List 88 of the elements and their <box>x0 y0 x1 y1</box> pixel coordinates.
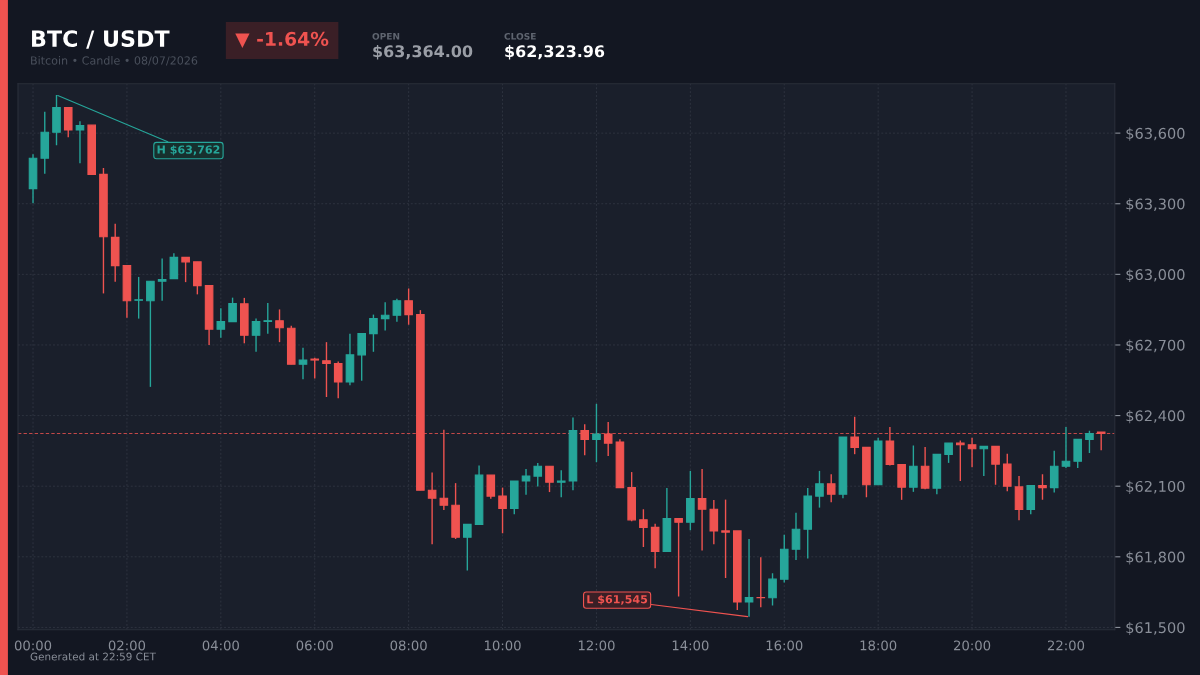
candlestick <box>263 302 273 335</box>
text: OPEN <box>372 32 400 40</box>
candlestick <box>721 498 730 579</box>
candlestick <box>1049 449 1059 494</box>
candlestick <box>228 296 237 323</box>
candlestick <box>556 469 566 498</box>
x-tick-label: 02:00 <box>108 640 146 651</box>
candlestick <box>463 523 472 572</box>
candlestick <box>592 403 601 463</box>
candlestick <box>521 468 531 496</box>
x-tick-label: 00:00 <box>14 640 52 651</box>
candlestick <box>380 301 390 332</box>
candlestick <box>216 307 226 339</box>
x-tick-label: 14:00 <box>672 640 709 651</box>
candlestick <box>709 499 719 546</box>
candlestick <box>697 468 707 552</box>
candlestick <box>650 523 660 570</box>
text: $63,364.00 <box>373 44 473 60</box>
candlestick <box>897 463 906 501</box>
candlestick <box>956 439 965 482</box>
candlestick <box>545 465 554 493</box>
candlestick <box>768 572 777 607</box>
candlestick <box>404 287 413 326</box>
candlestick <box>686 470 695 531</box>
x-tick-label: 16:00 <box>766 640 803 651</box>
candlestick <box>674 517 683 598</box>
candlestick <box>1014 475 1024 522</box>
candlestick <box>298 347 308 381</box>
candlestick <box>181 256 190 283</box>
candlestick <box>157 257 167 302</box>
candlestick <box>639 508 648 548</box>
x-tick-label: 06:00 <box>296 640 333 651</box>
candlestick <box>944 442 953 464</box>
x-tick-label: 20:00 <box>954 640 991 651</box>
candlestick <box>533 462 543 488</box>
candlestick <box>909 444 918 493</box>
candlestick <box>1073 438 1083 469</box>
x-tick-label: 08:00 <box>390 640 427 651</box>
candlestick <box>815 470 824 509</box>
y-tick-label: $63,600 <box>1126 127 1185 141</box>
candlestick <box>193 261 202 296</box>
candlestick <box>1085 429 1094 454</box>
candlestick <box>826 473 836 503</box>
y-tick-label: $61,500 <box>1126 621 1185 636</box>
candlestick <box>979 445 989 477</box>
candlestick <box>427 471 437 546</box>
candlestick <box>134 276 143 320</box>
text: CLOSE <box>504 32 536 40</box>
text: Generated at 22:59 CET <box>30 652 156 661</box>
y-tick-label: $62,700 <box>1126 339 1185 353</box>
y-tick-label: $62,400 <box>1126 410 1185 424</box>
y-tick-label: $61,800 <box>1126 551 1185 565</box>
candlestick <box>146 280 155 388</box>
candlestick <box>498 486 507 534</box>
candlestick <box>75 120 85 164</box>
x-tick-label: 10:00 <box>484 640 521 651</box>
y-tick-label: $63,300 <box>1126 198 1185 212</box>
annotation: L $61,545 <box>587 594 648 605</box>
x-tick-label: 22:00 <box>1047 640 1085 651</box>
candlestick <box>991 445 1000 486</box>
chart-title: BTC / USDT <box>32 30 170 49</box>
candlestick <box>920 446 930 490</box>
y-tick-label: $63,000 <box>1126 268 1185 283</box>
x-tick-label: 18:00 <box>860 640 897 651</box>
x-tick-label: 12:00 <box>578 640 615 651</box>
candlestick <box>275 308 284 343</box>
candlestick <box>63 106 73 138</box>
candlestick <box>322 341 331 398</box>
candlestick <box>357 332 367 382</box>
candlestick <box>1038 473 1047 501</box>
candlestick <box>169 252 179 280</box>
candlestick <box>1002 453 1012 492</box>
candlestick <box>392 298 402 323</box>
candlestick <box>791 512 801 561</box>
candlestick <box>369 313 378 353</box>
x-tick-label: 04:00 <box>202 640 239 651</box>
text: ▼ -1.64% <box>235 31 329 48</box>
candlestick <box>756 556 766 608</box>
candlestick <box>333 360 343 399</box>
text: $62,323.96 <box>505 44 605 60</box>
candlestick <box>744 538 754 618</box>
annotation: H $63,762 <box>157 145 220 156</box>
candlestick <box>251 317 261 353</box>
candlestick <box>1061 426 1071 469</box>
chart-subtitle: Bitcoin • Candle • 08/07/2026 <box>31 56 198 66</box>
candlestick <box>967 437 977 468</box>
y-tick-label: $62,100 <box>1126 480 1185 494</box>
candlestick <box>486 474 496 500</box>
